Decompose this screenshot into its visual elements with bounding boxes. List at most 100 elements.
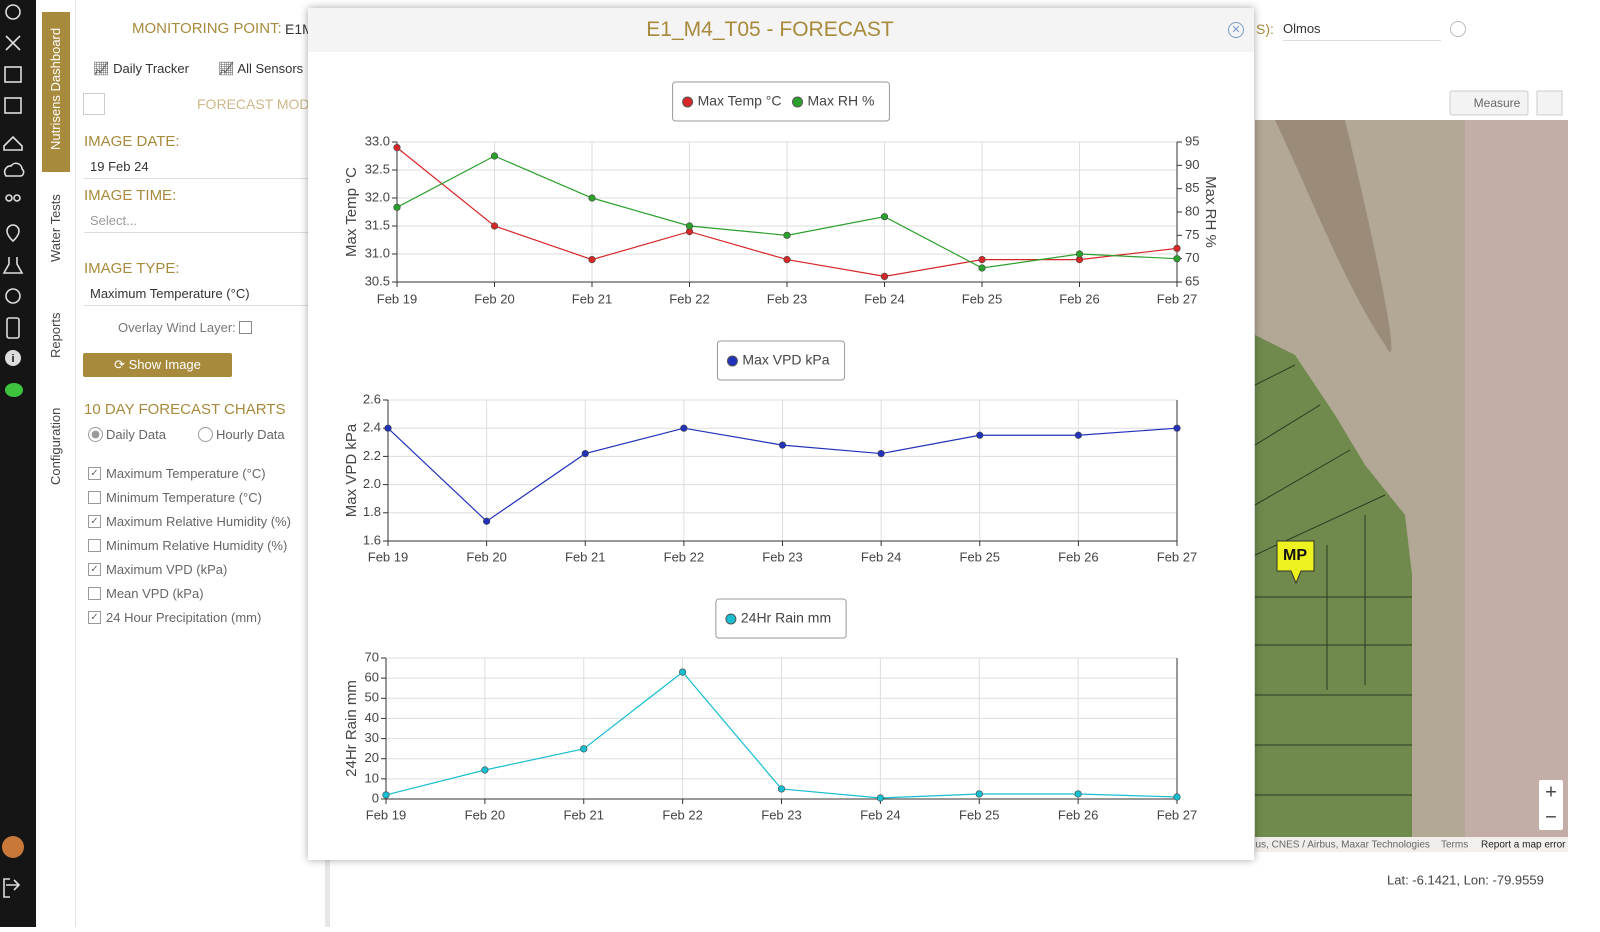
field-label: IMAGE TIME: xyxy=(84,187,177,204)
point xyxy=(783,231,791,239)
point xyxy=(490,222,499,230)
report[interactable]: Report a map error xyxy=(1481,840,1566,851)
terms[interactable]: Terms xyxy=(1441,840,1468,851)
x-tick-label: Feb 23 xyxy=(761,807,801,822)
point xyxy=(978,264,986,272)
date-input[interactable]: 19 Feb 24 xyxy=(84,159,312,179)
checkbox-label: 24 Hour Precipitation (mm) xyxy=(106,610,262,625)
measure-label: Measure xyxy=(1474,96,1521,110)
x-tick-label: Feb 19 xyxy=(366,807,406,822)
y-tick-label: 32.5 xyxy=(365,161,390,176)
checkbox[interactable]: ✓ xyxy=(88,515,101,528)
legend-swatch xyxy=(682,96,694,108)
marker[interactable] xyxy=(1276,540,1315,585)
checkbox[interactable] xyxy=(88,539,101,552)
x-tick-label: Feb 25 xyxy=(960,549,1000,564)
tab-strip: Nutrisens Dashboard Water Tests Reports … xyxy=(36,0,76,927)
point xyxy=(1075,250,1084,258)
x-tick-label: Feb 23 xyxy=(762,549,802,564)
farm-select[interactable]: Olmos xyxy=(1283,21,1441,41)
point xyxy=(880,272,889,281)
point xyxy=(1173,424,1181,432)
clear-button[interactable] xyxy=(1450,21,1466,37)
tab[interactable]: Reports xyxy=(48,312,63,358)
radio[interactable] xyxy=(88,427,103,442)
point xyxy=(481,766,489,774)
field-label: IMAGE TYPE: xyxy=(84,260,180,277)
point xyxy=(685,222,694,230)
point xyxy=(777,785,786,793)
y-tick-label: 2.0 xyxy=(363,476,381,491)
y-tick-label: 33.0 xyxy=(365,133,390,148)
point xyxy=(483,517,491,525)
tab[interactable]: Nutrisens Dashboard xyxy=(48,27,63,150)
x-tick-label: Feb 25 xyxy=(962,291,1002,306)
point xyxy=(1173,255,1181,263)
time-select[interactable]: Select... xyxy=(84,213,312,233)
x-tick-label: Feb 27 xyxy=(1157,807,1197,822)
x-tick-label: Feb 23 xyxy=(767,291,807,306)
zoom-in[interactable]: + xyxy=(1545,781,1557,803)
point xyxy=(1173,244,1181,252)
legend-swatch xyxy=(792,96,804,108)
checkbox[interactable]: ✓ xyxy=(88,467,101,480)
overlay-checkbox[interactable] xyxy=(239,321,252,334)
checkbox-label: Minimum Relative Humidity (%) xyxy=(106,538,288,553)
point xyxy=(393,203,401,211)
checkbox[interactable] xyxy=(88,587,101,600)
modal-header xyxy=(308,8,1254,52)
x-tick-label: Feb 26 xyxy=(1058,549,1098,564)
point xyxy=(384,424,392,432)
header-value[interactable]: E1M xyxy=(285,21,314,37)
modal-title: E1_M4_T05 - FORECAST xyxy=(646,18,894,41)
map: Measure MP + − bus, CNES / Airbus, Maxar… xyxy=(1255,90,1568,887)
x-tick-label: Feb 26 xyxy=(1058,807,1098,822)
x-tick-label: Feb 27 xyxy=(1157,549,1197,564)
radio[interactable] xyxy=(198,427,213,442)
expand-button[interactable] xyxy=(83,93,105,115)
legend xyxy=(715,598,847,639)
zoom-control[interactable] xyxy=(1539,780,1563,830)
type-select[interactable]: Maximum Temperature (°C) xyxy=(84,286,312,306)
zoom-out[interactable]: − xyxy=(1545,806,1557,828)
radio-label: Hourly Data xyxy=(216,427,285,442)
y2-tick-label: 75 xyxy=(1185,227,1199,242)
point xyxy=(783,256,791,264)
measure-button[interactable] xyxy=(1449,90,1529,116)
modal: E1_M4_T05 - FORECAST ✕ 30.5 31.0 31.5 32.0 3… xyxy=(308,8,1254,860)
coords: Lat: -6.1421, Lon: -79.9559 xyxy=(1387,872,1544,887)
show-image-button[interactable]: ⟳ Show Image xyxy=(83,353,232,377)
close-button[interactable]: ✕ xyxy=(1228,22,1244,38)
x-tick-label: Feb 25 xyxy=(959,807,999,822)
checkbox[interactable]: ✓ xyxy=(88,611,101,624)
x-tick-label: Feb 22 xyxy=(662,807,702,822)
x-tick-label: Feb 19 xyxy=(368,549,408,564)
legend xyxy=(672,81,890,122)
legend xyxy=(716,340,846,381)
icons: i xyxy=(2,4,25,898)
point xyxy=(1074,431,1082,439)
point xyxy=(880,213,889,221)
checkbox[interactable] xyxy=(88,491,101,504)
tab-active[interactable] xyxy=(42,12,70,172)
point xyxy=(382,791,390,799)
tab-button[interactable]: 📈︎ All Sensors xyxy=(218,61,304,76)
point xyxy=(588,194,596,202)
y-tick-label: 20 xyxy=(365,750,379,765)
x-tick-label: Feb 21 xyxy=(565,549,605,564)
checkbox[interactable]: ✓ xyxy=(88,563,101,576)
y2-tick-label: 85 xyxy=(1185,180,1199,195)
tab[interactable]: Configuration xyxy=(48,407,63,485)
field-label: IMAGE DATE: xyxy=(84,133,180,150)
point xyxy=(581,449,589,458)
layers-button[interactable] xyxy=(1536,90,1563,116)
section-title: FORECAST MOD xyxy=(197,96,310,112)
tab-button[interactable]: 📈︎ Daily Tracker xyxy=(93,61,189,76)
y2-tick-label: 70 xyxy=(1185,250,1199,265)
point xyxy=(877,449,885,458)
header-right-label: S): xyxy=(1256,21,1274,37)
y-tick-label: 31.5 xyxy=(365,217,390,232)
point xyxy=(580,745,588,753)
tab[interactable]: Water Tests xyxy=(48,194,63,262)
